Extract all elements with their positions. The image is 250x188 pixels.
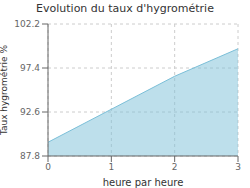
svg-text:2: 2 bbox=[172, 162, 178, 172]
svg-text:92.6: 92.6 bbox=[20, 107, 40, 117]
svg-text:87.8: 87.8 bbox=[20, 151, 40, 161]
svg-text:3: 3 bbox=[235, 162, 241, 172]
svg-text:97.4: 97.4 bbox=[20, 63, 40, 73]
html-text:Evolution du taux d'hygrométri: Evolution du taux d'hygrométrie bbox=[36, 2, 214, 15]
svg-text:102.2: 102.2 bbox=[14, 19, 40, 29]
svg-text:Taux hygrométrie %: Taux hygrométrie % bbox=[8, 44, 9, 136]
svg-text:0: 0 bbox=[45, 162, 51, 172]
svg-text:heure par heure: heure par heure bbox=[103, 177, 184, 188]
svg-text:1: 1 bbox=[108, 162, 114, 172]
